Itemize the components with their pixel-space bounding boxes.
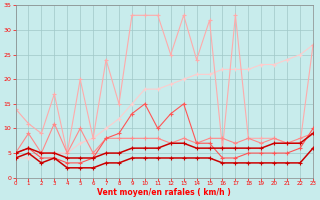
- X-axis label: Vent moyen/en rafales ( km/h ): Vent moyen/en rafales ( km/h ): [97, 188, 231, 197]
